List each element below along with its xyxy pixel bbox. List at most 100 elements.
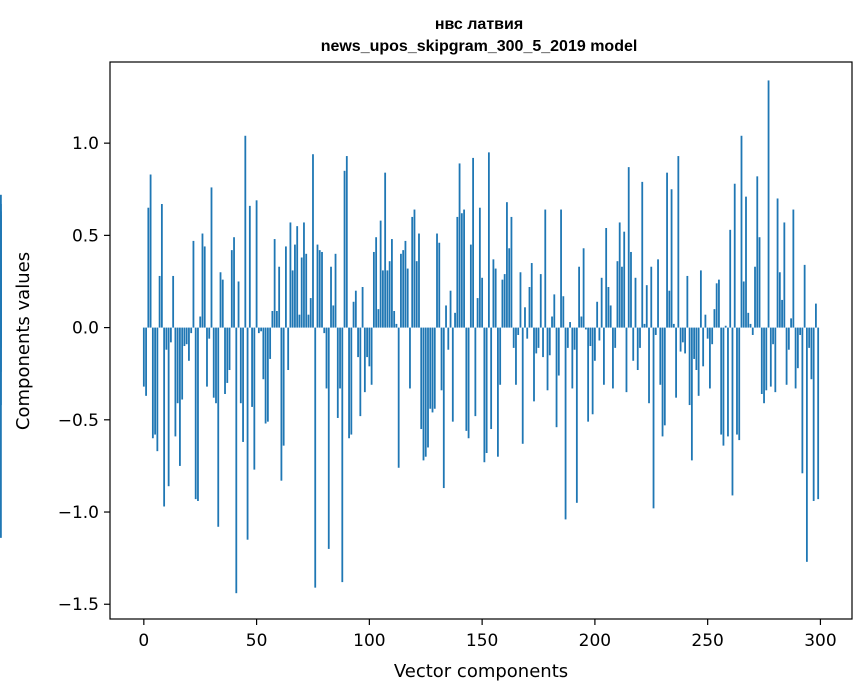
bar xyxy=(348,327,350,439)
bar xyxy=(289,222,292,328)
bar xyxy=(185,327,188,345)
bar xyxy=(519,272,522,328)
bar xyxy=(718,279,720,328)
bar xyxy=(314,327,317,588)
bar xyxy=(596,301,599,328)
bar xyxy=(781,299,783,328)
bar xyxy=(603,327,605,385)
bar xyxy=(312,154,314,328)
bar xyxy=(639,327,641,348)
chart-subtitle: news_upos_skipgram_300_5_2019 model xyxy=(321,38,638,55)
bar xyxy=(772,327,774,345)
bar xyxy=(618,222,621,328)
bar xyxy=(208,327,211,339)
bar xyxy=(720,327,723,435)
x-tick-label: 300 xyxy=(804,631,836,651)
x-tick-label: 150 xyxy=(466,631,498,651)
bar xyxy=(224,327,226,394)
bar xyxy=(607,287,610,328)
bar xyxy=(693,327,696,359)
bar xyxy=(181,327,184,400)
bar xyxy=(411,216,414,328)
bar xyxy=(616,261,619,328)
bar xyxy=(397,327,400,468)
bar xyxy=(341,327,344,583)
bar xyxy=(233,237,235,328)
bar xyxy=(756,176,759,328)
bar xyxy=(300,257,303,328)
bar xyxy=(151,327,154,439)
bar xyxy=(307,314,310,328)
bar xyxy=(476,298,479,328)
bar xyxy=(336,327,339,418)
bar xyxy=(758,237,761,328)
bar xyxy=(722,327,725,446)
bar xyxy=(742,281,745,328)
bar xyxy=(801,327,804,474)
bar xyxy=(0,215,2,328)
bar xyxy=(370,327,373,385)
y-tick-label: −1.5 xyxy=(58,595,99,615)
bar xyxy=(440,327,443,391)
bar xyxy=(544,209,547,328)
bar xyxy=(406,268,409,328)
bar xyxy=(368,327,371,367)
bar xyxy=(675,327,677,398)
bar xyxy=(625,327,628,393)
bar xyxy=(621,266,623,328)
bar xyxy=(803,264,806,328)
bar xyxy=(760,327,763,394)
bar xyxy=(381,270,384,328)
bar xyxy=(492,259,495,328)
bar xyxy=(375,237,378,328)
bar xyxy=(598,327,601,341)
bar xyxy=(745,196,747,328)
bar xyxy=(176,327,179,404)
bar xyxy=(169,327,172,343)
bar xyxy=(584,327,587,330)
y-axis-label: Components values xyxy=(13,252,34,430)
bar xyxy=(767,80,770,328)
bar xyxy=(729,229,732,328)
bar xyxy=(566,327,569,348)
bar xyxy=(740,135,743,328)
bar xyxy=(668,290,671,328)
bar xyxy=(587,327,590,422)
bar xyxy=(291,270,294,328)
bar xyxy=(458,163,461,328)
bar xyxy=(194,327,197,500)
bar xyxy=(591,327,594,415)
bar xyxy=(573,327,576,350)
bar xyxy=(273,239,276,328)
x-tick-label: 100 xyxy=(353,631,385,651)
bar xyxy=(433,327,436,409)
bar xyxy=(575,327,578,503)
bar xyxy=(805,327,808,562)
bar xyxy=(465,327,468,431)
bar xyxy=(812,327,815,501)
bar xyxy=(751,327,754,335)
bar xyxy=(769,327,772,387)
y-tick-label: −0.5 xyxy=(58,411,99,431)
bar xyxy=(630,251,632,328)
bar xyxy=(391,239,393,328)
bar xyxy=(167,327,170,487)
bar xyxy=(578,266,580,328)
bar xyxy=(149,174,152,328)
bar xyxy=(172,275,175,328)
bar xyxy=(190,327,193,334)
bar xyxy=(400,253,402,328)
bar xyxy=(350,327,353,435)
bar xyxy=(503,274,506,328)
bar xyxy=(323,327,326,334)
bar xyxy=(420,327,423,430)
bar xyxy=(783,222,786,328)
bar xyxy=(794,327,797,389)
bar xyxy=(409,327,411,389)
bar xyxy=(163,327,166,507)
bar xyxy=(334,253,337,328)
x-tick-label: 200 xyxy=(579,631,611,651)
bar xyxy=(248,205,251,328)
bar xyxy=(690,327,693,461)
